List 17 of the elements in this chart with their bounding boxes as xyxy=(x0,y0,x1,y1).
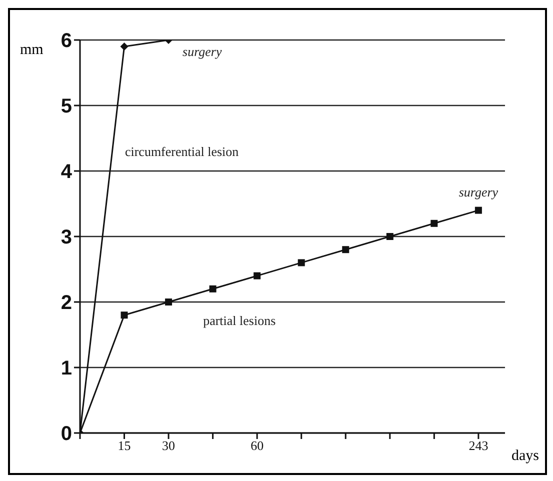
annotation: partial lesions xyxy=(203,312,276,328)
annotation: surgery xyxy=(458,184,498,200)
annotation: circumferential lesion xyxy=(124,144,240,159)
x-tick-label: 15 xyxy=(118,438,131,454)
x-tick-label: 30 xyxy=(162,438,176,454)
annotation: surgery xyxy=(182,44,222,59)
x-tick-label: 60 xyxy=(250,438,264,454)
y-tick-label: 4 xyxy=(60,161,73,184)
y-tick-label: 3 xyxy=(60,226,72,249)
y-tick-label: 2 xyxy=(60,292,72,314)
y-tick-label: 1 xyxy=(60,358,72,380)
y-axis-title: mm xyxy=(20,42,44,59)
y-tick-label: 5 xyxy=(60,96,72,118)
y-tick-label: 0 xyxy=(60,423,72,446)
y-tick-label: 6 xyxy=(60,30,72,52)
x-tick-label: 243 xyxy=(468,438,488,454)
x-axis-title: days xyxy=(512,448,539,465)
